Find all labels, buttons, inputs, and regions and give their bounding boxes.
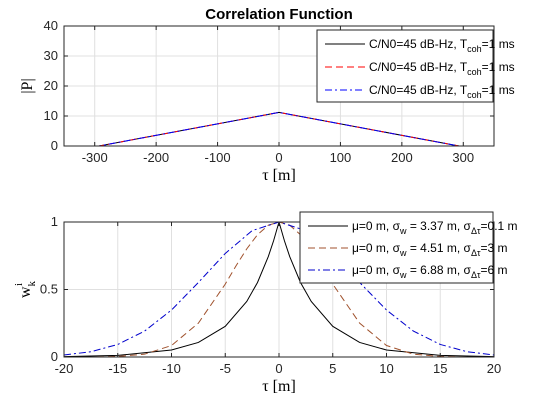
legend: C/N0=45 dB-Hz, Tcoh=1 ms C/N0=45 dB-Hz, T… (316, 29, 515, 103)
y-tick-label: 30 (44, 48, 58, 63)
legend-entry-3: μ=0 m, σw = 6.88 m, σΔτ=6 m (352, 263, 508, 280)
plot-weights: -20 -15 -10 -5 0 5 10 15 20 0 0.5 1 τ [m] wki μ=0 m, σ… (13, 211, 518, 395)
y-axis-label: |P| (19, 78, 36, 93)
series-line-3 (64, 222, 494, 356)
series-line-2 (64, 222, 494, 357)
plot-correlation: -300 -200 -100 0 100 200 300 0 10 20 30 40 τ [m] |P| C… (19, 18, 515, 184)
x-tick-label: 0 (275, 361, 282, 376)
y-tick-label: 0 (51, 138, 58, 153)
y-tick-label: 20 (44, 78, 58, 93)
legend-entry-3: C/N0=45 dB-Hz, Tcoh=1 ms (369, 83, 515, 100)
y-tick-label: 0.5 (40, 282, 58, 297)
x-tick-label: -300 (82, 150, 108, 165)
y-tick-label: 1 (51, 214, 58, 229)
y-tick-label: 10 (44, 108, 58, 123)
legend-entry-2: μ=0 m, σw = 4.51 m, σΔτ=3 m (352, 241, 508, 258)
x-tick-label: 5 (329, 361, 336, 376)
x-tick-label: -15 (108, 361, 127, 376)
x-tick-label: 15 (433, 361, 447, 376)
x-tick-label: 300 (452, 150, 474, 165)
x-axis-label: τ [m] (262, 378, 296, 395)
x-tick-label: -5 (219, 361, 231, 376)
x-tick-label: 0 (275, 150, 282, 165)
series-line-1 (64, 222, 494, 357)
y-tick-label: 40 (44, 18, 58, 33)
x-tick-label: -20 (55, 361, 74, 376)
legend-entry-2: C/N0=45 dB-Hz, Tcoh=1 ms (369, 60, 515, 77)
x-tick-label: 100 (330, 150, 352, 165)
legend-entry-1: C/N0=45 dB-Hz, Tcoh=1 ms (369, 37, 515, 54)
y-axis-label: wki (13, 280, 38, 298)
x-tick-label: -200 (143, 150, 169, 165)
y-tick-label: 0 (51, 349, 58, 364)
series-line-1 (64, 111, 494, 146)
chart-title: Correlation Function (205, 6, 353, 23)
x-tick-label: 10 (379, 361, 393, 376)
x-tick-label: -10 (162, 361, 181, 376)
x-tick-label: 200 (391, 150, 413, 165)
legend-entry-1: μ=0 m, σw = 3.37 m, σΔτ=0.1 m (352, 219, 518, 236)
x-axis-label: τ [m] (262, 167, 296, 184)
legend: μ=0 m, σw = 3.37 m, σΔτ=0.1 m μ=0 m, σw =… (299, 211, 518, 284)
x-tick-label: -100 (205, 150, 231, 165)
x-tick-label: 20 (487, 361, 501, 376)
